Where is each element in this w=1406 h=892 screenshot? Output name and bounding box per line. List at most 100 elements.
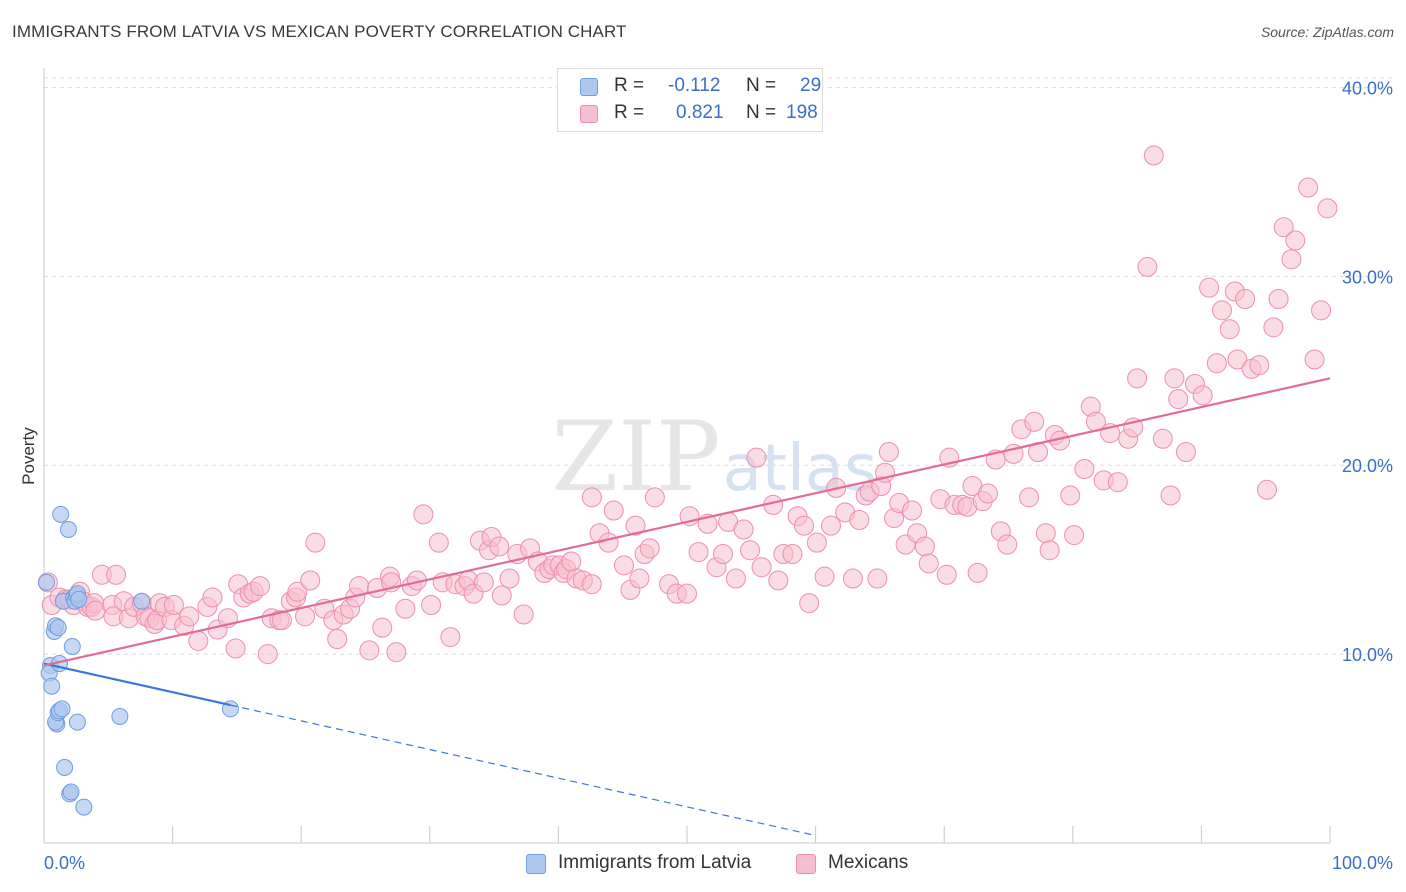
mexican-point xyxy=(740,540,761,561)
mexican-point xyxy=(644,487,665,508)
mexican-point xyxy=(733,519,754,540)
y-tick-label: 30.0% xyxy=(1342,267,1393,287)
mexican-point xyxy=(751,557,772,578)
mexican-point xyxy=(1164,368,1185,389)
mexican-point xyxy=(581,487,602,508)
y-tick-label: 40.0% xyxy=(1342,78,1393,98)
mexican-point xyxy=(1249,355,1270,376)
stats-box: R = -0.112 N = 29 R = 0.821 N = 198 xyxy=(557,68,823,132)
mexican-point xyxy=(359,640,380,661)
mexican-point xyxy=(440,627,461,648)
mexican-point xyxy=(1285,230,1306,251)
mexican-point xyxy=(849,510,870,530)
mexican-point xyxy=(967,562,988,583)
mexican-point xyxy=(814,566,835,587)
mexican-point xyxy=(106,564,127,585)
mexicans-n-value: 198 xyxy=(786,102,818,123)
mexican-point xyxy=(305,532,326,553)
mexican-point xyxy=(163,595,184,615)
mexican-point xyxy=(1107,472,1128,493)
latvia-point xyxy=(56,758,74,776)
mexican-point xyxy=(372,617,393,638)
watermark-zip: ZIP xyxy=(551,401,720,513)
x-tick-label: 0.0% xyxy=(44,853,85,873)
y-tick-label: 10.0% xyxy=(1342,645,1393,665)
mexican-point xyxy=(821,515,842,536)
mexican-point xyxy=(85,600,106,621)
latvia-n-value: 29 xyxy=(800,75,822,96)
mexican-point xyxy=(1175,442,1196,462)
latvia-point xyxy=(49,619,67,637)
mexican-point xyxy=(1019,487,1040,508)
mexican-point xyxy=(902,500,923,521)
mexican-point xyxy=(1035,523,1056,544)
mexican-point xyxy=(625,515,646,536)
n-label: N = xyxy=(746,75,777,96)
mexican-point xyxy=(1074,459,1095,479)
watermark-atlas: atlas xyxy=(723,432,878,506)
latvia-point xyxy=(59,520,77,538)
legend-latvia-label: Immigrants from Latvia xyxy=(558,852,752,873)
mexican-point xyxy=(395,598,416,619)
mexican-point xyxy=(386,642,407,663)
mexican-point xyxy=(842,568,863,589)
mexican-point xyxy=(1273,217,1294,238)
mexican-point xyxy=(179,606,200,627)
mexican-point xyxy=(1227,349,1248,370)
latvia-point xyxy=(38,573,56,591)
legend-mexicans-label: Mexicans xyxy=(828,852,909,873)
mexican-point xyxy=(421,595,442,615)
mexican-point xyxy=(413,504,434,525)
mexican-point xyxy=(746,447,767,468)
mexican-point xyxy=(271,610,292,631)
mexican-point xyxy=(202,587,223,608)
mexican-point xyxy=(782,544,803,564)
mexican-point xyxy=(428,532,449,553)
latvia-point xyxy=(68,713,86,731)
mexican-point xyxy=(300,570,321,591)
mexican-point xyxy=(1160,485,1181,506)
mexican-point xyxy=(1060,485,1081,506)
latvia-trend-line xyxy=(43,662,231,707)
latvia-point xyxy=(62,783,80,801)
mexican-point xyxy=(1152,428,1173,449)
latvia-point xyxy=(75,798,93,816)
n-label: N = xyxy=(746,102,777,123)
mexican-point xyxy=(1310,300,1331,321)
latvia-point xyxy=(70,590,88,608)
mexican-point xyxy=(327,629,348,649)
mexican-point xyxy=(225,638,246,659)
mexican-point xyxy=(1192,385,1213,406)
mexican-point xyxy=(639,538,660,559)
mexican-point xyxy=(1304,349,1325,370)
x-tick-label: 100.0% xyxy=(1332,853,1393,873)
mexican-point xyxy=(257,644,278,665)
latvia-point xyxy=(111,707,129,725)
latvia-point xyxy=(53,700,71,718)
mexican-point xyxy=(1168,389,1189,410)
mexican-points xyxy=(37,145,1338,665)
mexican-point xyxy=(188,630,209,651)
mexican-point xyxy=(794,515,815,536)
legend-latvia-swatch xyxy=(526,854,546,874)
mexican-point xyxy=(878,442,899,462)
mexican-point xyxy=(250,576,271,597)
watermark: ZIP atlas xyxy=(551,401,877,513)
chart-title: IMMIGRANTS FROM LATVIA VS MEXICAN POVERT… xyxy=(12,22,627,41)
mexican-point xyxy=(603,500,624,521)
mexican-trend-line xyxy=(43,377,1331,667)
source-label: Source: ZipAtlas.com xyxy=(1260,24,1394,40)
mexican-point xyxy=(1039,540,1060,561)
mexican-point xyxy=(1281,249,1302,270)
mexican-point xyxy=(688,542,709,563)
axis-labels: 10.0% 20.0% 30.0% 40.0% 0.0% 100.0% Poverty xyxy=(19,78,1393,873)
mexican-point xyxy=(799,593,820,614)
latvia-point xyxy=(52,505,70,523)
legend-mexicans-swatch xyxy=(796,854,816,874)
mexican-point xyxy=(613,555,634,576)
axes xyxy=(43,68,1331,844)
mexican-point xyxy=(598,532,619,553)
mexicans-r-value: 0.821 xyxy=(676,102,724,123)
mexican-point xyxy=(1268,289,1289,309)
